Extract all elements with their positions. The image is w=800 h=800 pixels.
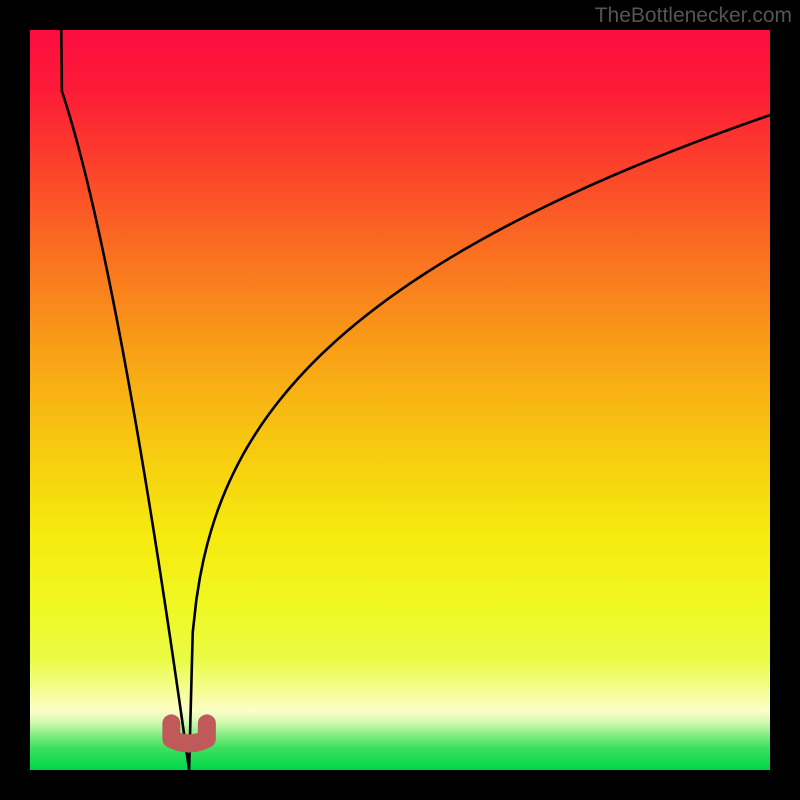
bottleneck-chart bbox=[0, 0, 800, 800]
chart-container: TheBottlenecker.com bbox=[0, 0, 800, 800]
watermark-text: TheBottlenecker.com bbox=[595, 4, 792, 28]
gradient-background bbox=[30, 30, 770, 770]
